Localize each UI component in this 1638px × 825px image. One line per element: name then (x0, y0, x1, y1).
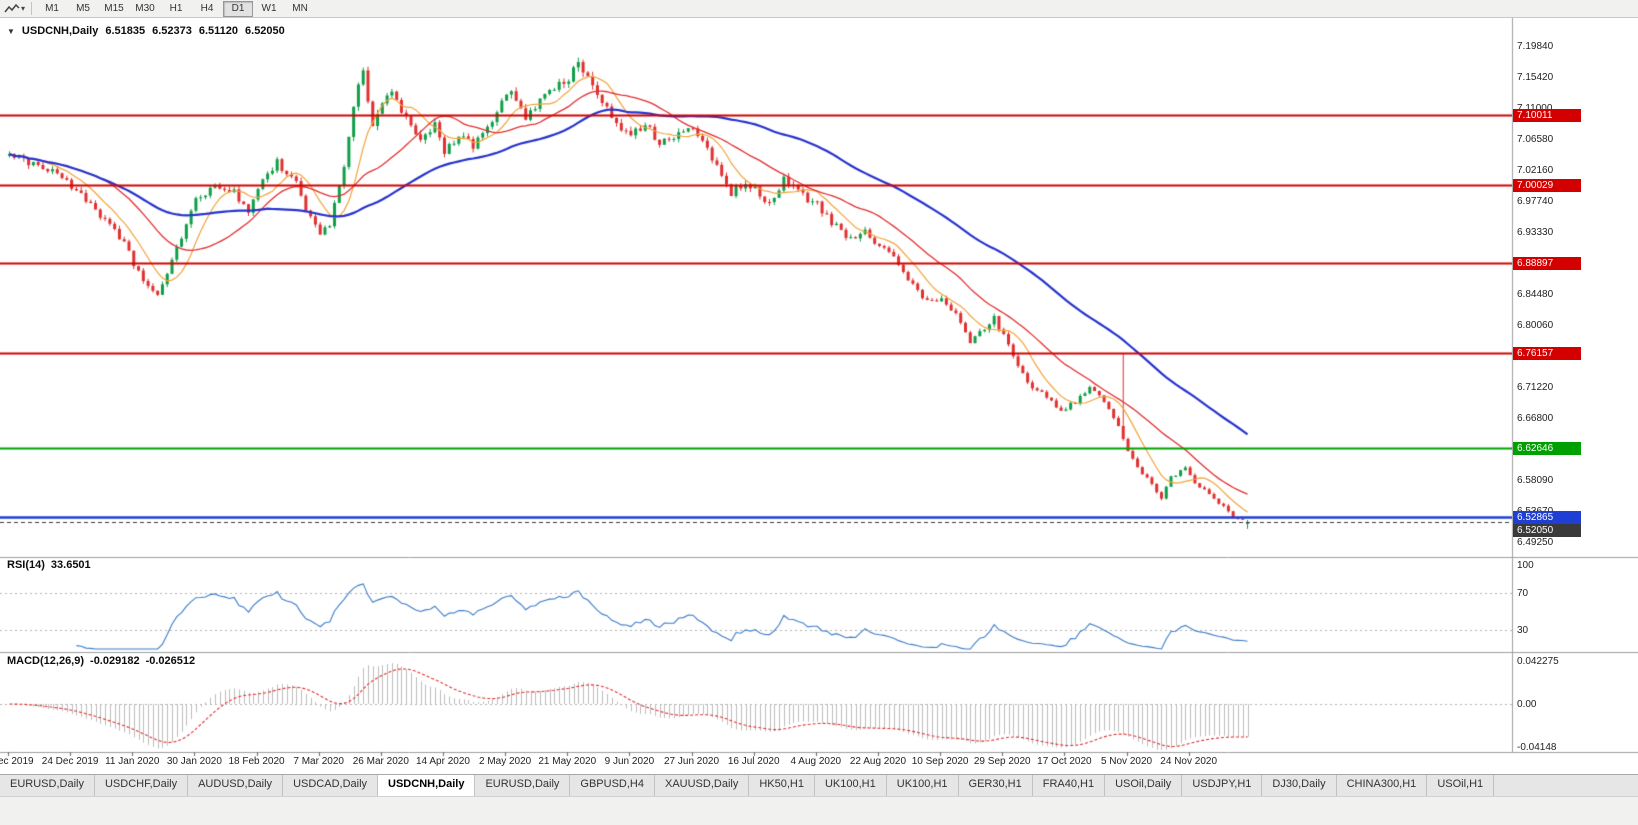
price-axis-label: 6.49250 (1517, 537, 1554, 548)
price-axis-label: 7.02160 (1517, 165, 1554, 176)
timeframe-button-w1[interactable]: W1 (261, 2, 277, 14)
chart-title: ▼ USDCNH,Daily 6.51835 6.52373 6.51120 6… (7, 25, 285, 37)
chart-tab-bar: EURUSD,Daily USDCHF,Daily AUDUSD,Daily USDC… (0, 774, 1638, 796)
date-axis-label: 11 Jan 2020 (105, 756, 160, 767)
rsi-axis-label: 70 (1517, 588, 1529, 599)
date-axis-label: 2 May 2020 (478, 756, 532, 767)
price-line-badge: 7.00029 (1513, 179, 1581, 192)
chart-tab-ger30-h1[interactable]: GER30,H1 (958, 775, 1033, 796)
price-axis-label: 6.58090 (1517, 475, 1554, 486)
date-axis-label: 27 Jun 2020 (664, 756, 720, 767)
date-axis-label: 21 May 2020 (538, 756, 597, 767)
macd-axis-label: 0.00 (1517, 699, 1537, 710)
rsi-axis-label: 30 (1517, 625, 1529, 636)
chart-tab-dj30-daily[interactable]: DJ30,Daily (1262, 775, 1337, 796)
date-axis-label: 7 Mar 2020 (293, 756, 344, 767)
price-line-badge: 6.88897 (1513, 257, 1581, 270)
ohlc-high: 6.52373 (152, 25, 192, 37)
status-bar (0, 796, 1638, 825)
macd-main-value: -0.029182 (90, 655, 140, 667)
date-axis-label: 24 Nov 2020 (1160, 756, 1218, 767)
date-axis-label: 5 Dec 2019 (0, 756, 34, 767)
timeframe-button-d1[interactable]: D1 (223, 0, 254, 17)
date-axis-label: 22 Aug 2020 (849, 756, 907, 767)
chart-type-icon[interactable] (4, 3, 20, 15)
toolbar-separator (31, 2, 33, 15)
chart-tab-usdcad-daily[interactable]: USDCAD,Daily (283, 775, 379, 796)
date-axis-label: 18 Feb 2020 (228, 756, 285, 767)
price-axis-label: 6.71220 (1517, 382, 1554, 393)
chart-tab-gbpusd-h4[interactable]: GBPUSD,H4 (570, 775, 655, 796)
timeframe-button-h4[interactable]: H4 (200, 2, 214, 14)
symbol-caret-icon[interactable]: ▼ (7, 26, 15, 36)
price-line-badge: 6.52865 (1513, 511, 1581, 524)
macd-axis-label: 0.042275 (1517, 655, 1559, 667)
chart-tab-eurusd-daily[interactable]: EURUSD,Daily (475, 775, 571, 796)
last-price-badge: 6.52050 (1513, 524, 1581, 537)
chart-tab-uk100-h1[interactable]: UK100,H1 (814, 775, 887, 796)
date-axis-label: 14 Apr 2020 (416, 756, 470, 767)
chart-tab-audusd-daily[interactable]: AUDUSD,Daily (188, 775, 284, 796)
price-axis-label: 6.80060 (1517, 320, 1554, 331)
price-line-badge: 7.10011 (1513, 109, 1581, 122)
date-axis-label: 30 Jan 2020 (166, 756, 222, 767)
timeframe-button-m5[interactable]: M5 (76, 2, 90, 14)
chart-canvas[interactable] (0, 18, 1638, 774)
rsi-axis-label: 100 (1517, 560, 1534, 572)
chart-tab-usoil-h1[interactable]: USOil,H1 (1427, 775, 1495, 796)
chart-tab-usoil-daily[interactable]: USOil,Daily (1105, 775, 1183, 796)
price-line-badge: 6.62646 (1513, 442, 1581, 455)
chart-tab-hk50-h1[interactable]: HK50,H1 (749, 775, 815, 796)
chart-tab-xauusd-daily[interactable]: XAUUSD,Daily (654, 775, 750, 796)
date-axis-label: 26 Mar 2020 (352, 756, 409, 767)
date-axis-label: 10 Sep 2020 (911, 756, 969, 767)
chart-tab-uk100-h1[interactable]: UK100,H1 (886, 775, 959, 796)
price-axis-label: 7.11000 (1517, 103, 1552, 114)
chart-tab-usdchf-daily[interactable]: USDCHF,Daily (94, 775, 189, 796)
timeframe-button-m30[interactable]: M30 (135, 2, 155, 14)
date-axis-label: 17 Oct 2020 (1037, 756, 1092, 767)
polyline-chart-icon (4, 3, 20, 12)
date-axis-label: 5 Nov 2020 (1100, 756, 1153, 767)
price-axis-label: 6.84480 (1517, 289, 1554, 300)
timeframe-toolbar: ▾ M1 M5 M15 M30 H1 H4 D1 W1 MN (0, 0, 1638, 18)
rsi-name: RSI(14) (7, 559, 45, 571)
date-axis-label: 4 Aug 2020 (790, 756, 842, 767)
rsi-label: RSI(14) 33.6501 (7, 559, 91, 571)
date-axis-label: 24 Dec 2019 (41, 756, 99, 767)
date-axis-label: 29 Sep 2020 (973, 756, 1031, 767)
macd-signal-value: -0.026512 (145, 655, 196, 667)
chevron-down-icon[interactable]: ▾ (21, 4, 26, 13)
chart-symbol: USDCNH,Daily (21, 25, 99, 37)
macd-name: MACD(12,26,9) (7, 655, 85, 667)
timeframe-button-m15[interactable]: M15 (104, 2, 124, 14)
timeframe-buttons: M1 M5 M15 M30 H1 H4 D1 W1 MN (37, 0, 315, 17)
ohlc-close: 6.52050 (245, 25, 285, 37)
price-axis-label: 6.97740 (1517, 196, 1554, 207)
timeframe-button-m1[interactable]: M1 (45, 2, 59, 14)
chart-tab-china300-h1[interactable]: CHINA300,H1 (1336, 775, 1428, 796)
rsi-value: 33.6501 (50, 559, 91, 571)
ohlc-open: 6.51835 (105, 25, 146, 37)
price-axis-label: 7.19840 (1517, 41, 1554, 52)
chart-tab-eurusd-daily[interactable]: EURUSD,Daily (0, 775, 95, 796)
price-axis-label: 6.93330 (1517, 227, 1554, 238)
ohlc-low: 6.51120 (198, 25, 239, 37)
date-axis-label: 9 Jun 2020 (604, 756, 655, 767)
timeframe-button-mn[interactable]: MN (292, 2, 308, 14)
timeframe-button-h1[interactable]: H1 (169, 2, 183, 14)
macd-label: MACD(12,26,9) -0.029182 -0.026512 (7, 655, 195, 667)
date-axis-label: 16 Jul 2020 (727, 756, 780, 767)
price-line-badge: 6.76157 (1513, 347, 1581, 360)
chart-tab-usdjpy-h1[interactable]: USDJPY,H1 (1182, 775, 1263, 796)
price-axis-label: 7.06580 (1517, 134, 1554, 145)
price-axis-label: 6.66800 (1517, 413, 1554, 424)
macd-axis-label: -0.04148 (1517, 741, 1557, 753)
price-axis-label: 7.15420 (1517, 72, 1554, 83)
chart-tab-fra40-h1[interactable]: FRA40,H1 (1032, 775, 1106, 796)
chart-tab-usdcnh-daily[interactable]: USDCNH,Daily (378, 775, 476, 796)
